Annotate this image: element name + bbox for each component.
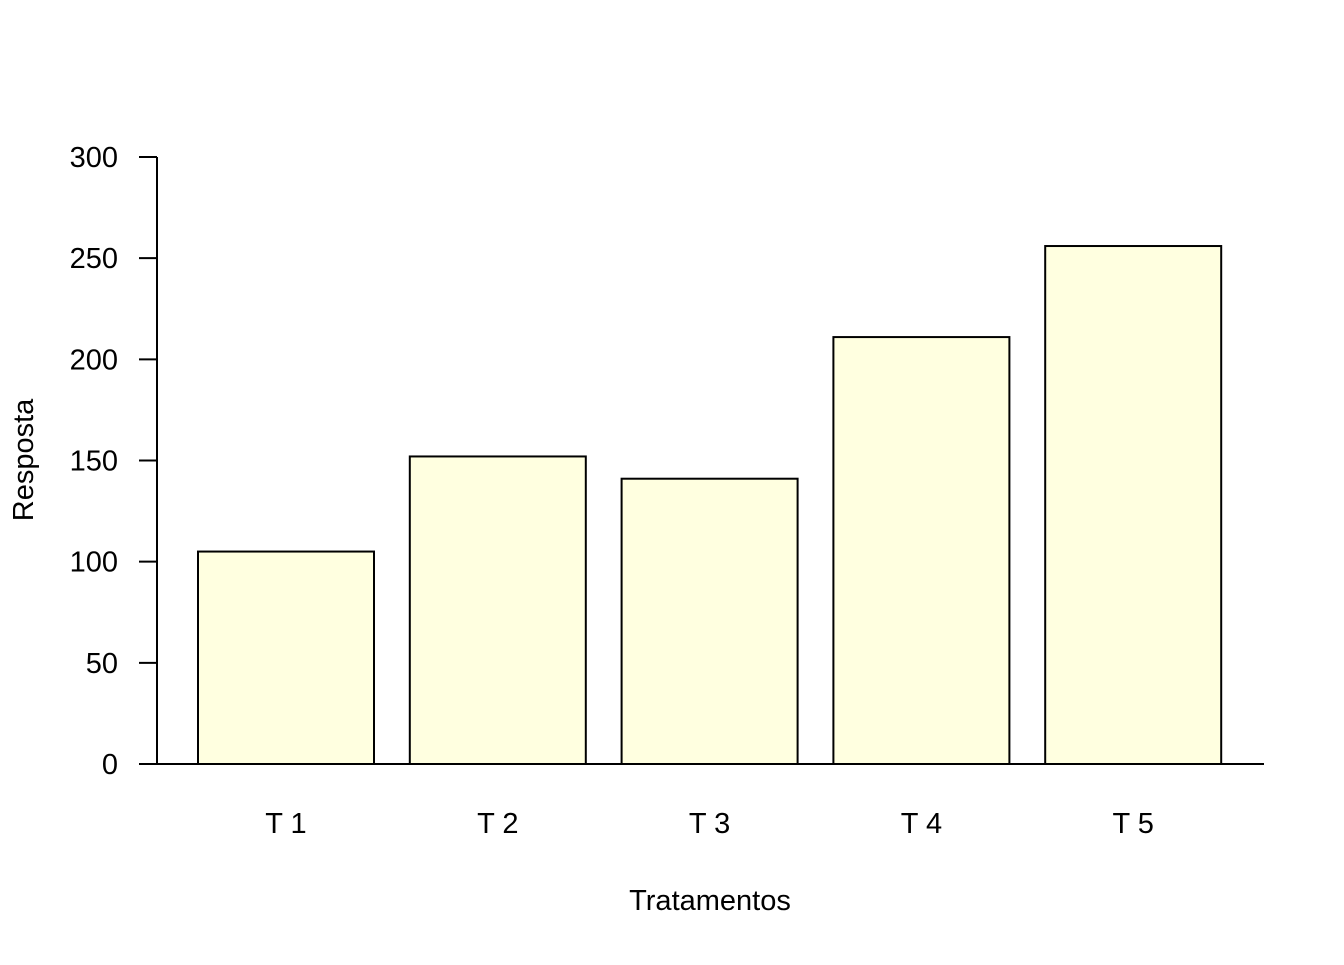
x-tick-label: T 2 bbox=[477, 808, 518, 840]
bar-t1 bbox=[197, 550, 375, 765]
x-tick-label: T 3 bbox=[689, 808, 730, 840]
bar-t4 bbox=[832, 336, 1011, 765]
y-tick-label: 250 bbox=[70, 243, 118, 275]
y-tick-label: 200 bbox=[70, 344, 118, 376]
y-axis-title: Resposta bbox=[8, 398, 40, 521]
y-axis: 0 50 100 150 200 250 300 bbox=[70, 142, 158, 781]
y-tick-label: 150 bbox=[70, 446, 118, 478]
bars-layer bbox=[197, 245, 1223, 765]
y-tick-label: 50 bbox=[86, 648, 118, 680]
x-tick-label: T 1 bbox=[265, 808, 306, 840]
y-tick-label: 100 bbox=[70, 547, 118, 579]
bar-t2 bbox=[408, 455, 587, 765]
x-axis-title: Tratamentos bbox=[629, 885, 791, 917]
x-tick-label: T 5 bbox=[1113, 808, 1154, 840]
x-axis: T 1 T 2 T 3 T 4 T 5 bbox=[157, 763, 1264, 840]
bar-t5 bbox=[1044, 245, 1223, 765]
x-tick-label: T 4 bbox=[901, 808, 942, 840]
y-tick-label: 0 bbox=[102, 749, 118, 781]
y-tick-label: 300 bbox=[70, 142, 118, 174]
bar-t3 bbox=[620, 477, 799, 765]
